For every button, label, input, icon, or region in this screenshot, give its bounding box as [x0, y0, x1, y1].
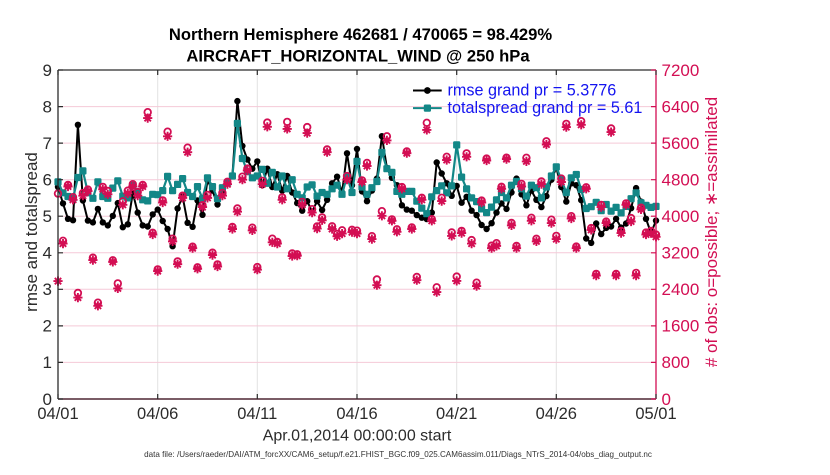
- svg-text:8: 8: [43, 97, 52, 116]
- svg-text:0: 0: [662, 390, 671, 409]
- svg-text:5600: 5600: [662, 134, 700, 153]
- svg-text:data file: /Users/raeder/DAI/A: data file: /Users/raeder/DAI/ATM_forcXX/…: [144, 450, 652, 459]
- svg-text:9: 9: [43, 61, 52, 80]
- svg-text:4000: 4000: [662, 207, 700, 226]
- svg-text:6: 6: [43, 171, 52, 190]
- svg-text:800: 800: [662, 353, 690, 372]
- svg-text:rmse grand pr = 5.3776: rmse grand pr = 5.3776: [448, 82, 617, 100]
- svg-text:4800: 4800: [662, 171, 700, 190]
- svg-text:04/16: 04/16: [336, 405, 377, 423]
- svg-text:AIRCRAFT_HORIZONTAL_WIND @ 250: AIRCRAFT_HORIZONTAL_WIND @ 250 hPa: [186, 46, 530, 65]
- svg-text:2400: 2400: [662, 280, 700, 299]
- svg-text:04/11: 04/11: [237, 405, 277, 423]
- svg-text:Apr.01,2014 00:00:00 start: Apr.01,2014 00:00:00 start: [263, 427, 452, 444]
- svg-text:3200: 3200: [662, 244, 700, 263]
- svg-text:rmse and totalspread: rmse and totalspread: [22, 152, 41, 312]
- svg-text:7: 7: [43, 134, 52, 153]
- svg-text:# of obs: o=possible; ∗=assimi: # of obs: o=possible; ∗=assimilated: [702, 97, 721, 367]
- svg-text:4: 4: [43, 244, 52, 263]
- svg-text:04/06: 04/06: [137, 405, 178, 423]
- svg-text:totalspread grand pr = 5.61: totalspread grand pr = 5.61: [448, 99, 643, 117]
- svg-text:5: 5: [43, 207, 52, 226]
- svg-text:1: 1: [43, 353, 52, 372]
- svg-text:04/26: 04/26: [536, 405, 577, 423]
- svg-text:04/01: 04/01: [37, 405, 78, 423]
- svg-text:7200: 7200: [662, 61, 700, 80]
- svg-text:0: 0: [43, 390, 52, 409]
- svg-text:1600: 1600: [662, 317, 700, 336]
- svg-text:04/21: 04/21: [436, 405, 477, 423]
- svg-text:Northern Hemisphere 462681 / 4: Northern Hemisphere 462681 / 470065 = 98…: [169, 25, 553, 44]
- svg-text:05/01: 05/01: [635, 405, 676, 423]
- svg-text:6400: 6400: [662, 97, 700, 116]
- svg-text:3: 3: [43, 280, 52, 299]
- svg-text:2: 2: [43, 317, 52, 336]
